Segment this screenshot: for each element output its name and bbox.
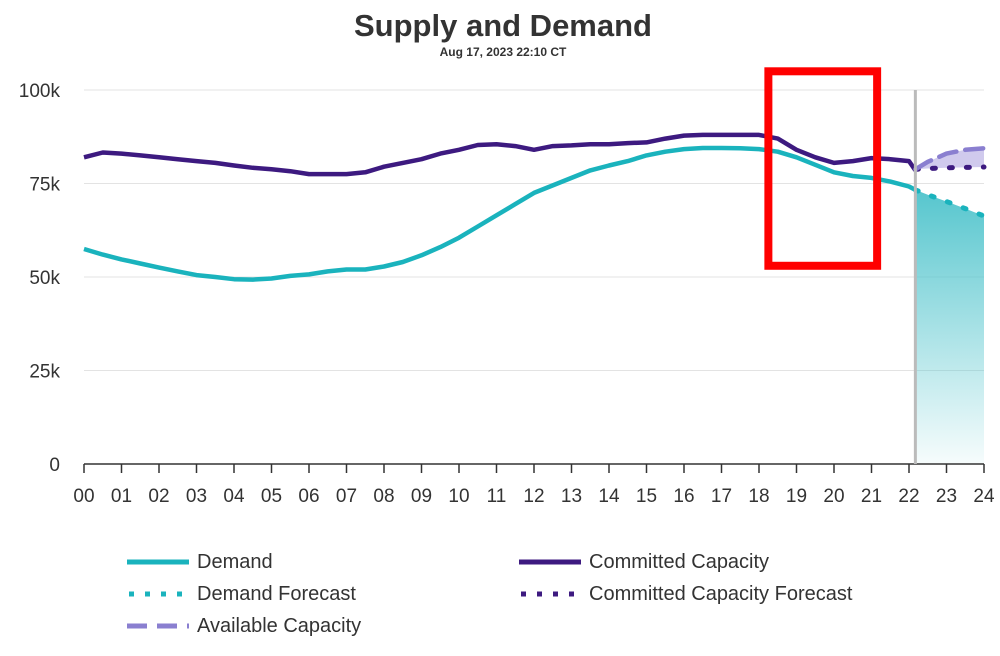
x-tick-label: 22	[898, 486, 919, 507]
series-line-committed-capacity-forecast	[912, 164, 987, 172]
x-tick-label: 13	[561, 486, 582, 507]
x-tick-label: 23	[936, 486, 957, 507]
x-tick-label: 01	[111, 486, 132, 507]
x-tick-label: 03	[186, 486, 207, 507]
series-line-available-capacity	[913, 146, 987, 172]
x-tick-label: 10	[448, 486, 469, 507]
x-tick-label: 17	[711, 486, 732, 507]
series-line-demand-forecast	[912, 187, 987, 219]
x-tick-label: 02	[148, 486, 169, 507]
series-line-committed-capacity	[83, 132, 918, 177]
y-tick-label: 100k	[19, 81, 61, 102]
y-tick-label: 50k	[29, 268, 60, 289]
x-tick-label: 04	[223, 486, 245, 507]
x-tick-label: 09	[411, 486, 432, 507]
x-tick-label: 24	[973, 486, 995, 507]
x-tick-label: 08	[373, 486, 394, 507]
x-tick-label: 20	[823, 486, 844, 507]
x-tick-label: 06	[298, 486, 319, 507]
x-tick-label: 21	[861, 486, 882, 507]
x-tick-label: 18	[748, 486, 769, 507]
x-tick-label: 11	[487, 486, 507, 507]
x-tick-label: 15	[636, 486, 657, 507]
x-tick-label: 05	[261, 486, 282, 507]
available-capacity-area	[915, 148, 984, 170]
series-line-demand	[83, 145, 917, 282]
x-tick-label: 19	[786, 486, 807, 507]
x-tick-label: 14	[598, 486, 620, 507]
x-tick-label: 16	[673, 486, 694, 507]
chart-title: Supply and Demand	[354, 8, 652, 43]
demand-forecast-area	[915, 189, 984, 464]
x-tick-label: 00	[73, 486, 94, 507]
y-tick-label: 0	[49, 455, 60, 476]
chart-subtitle: Aug 17, 2023 22:10 CT	[439, 45, 567, 59]
x-tick-label: 07	[336, 486, 357, 507]
y-tick-label: 75k	[29, 175, 60, 196]
highlight-box	[764, 67, 882, 270]
x-tick-label: 12	[523, 486, 544, 507]
y-tick-label: 25k	[29, 362, 60, 383]
